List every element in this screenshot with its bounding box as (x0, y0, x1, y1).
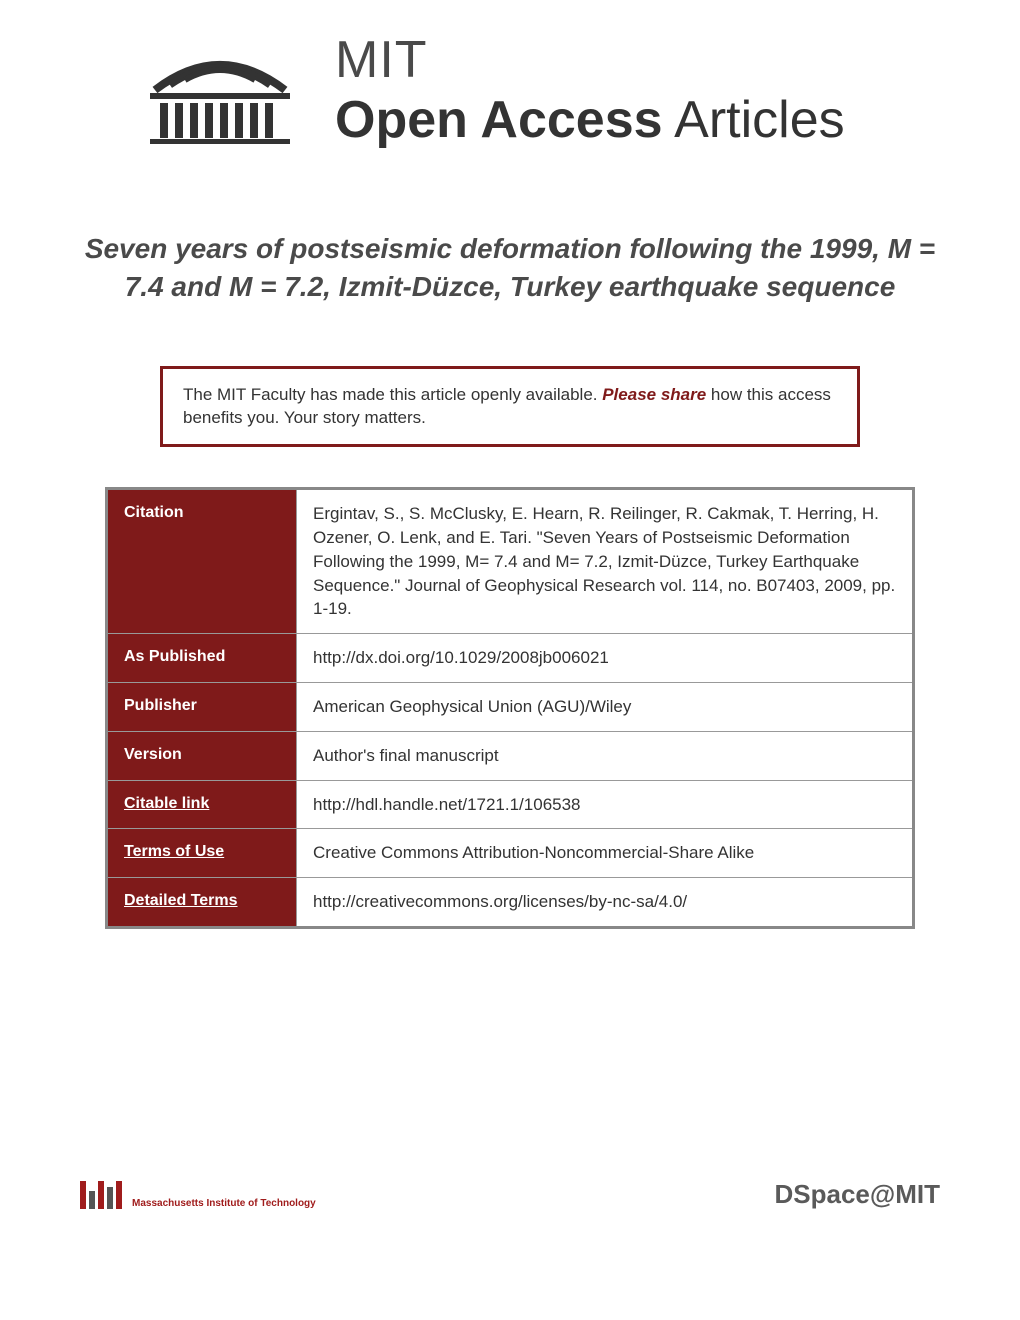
metadata-value: American Geophysical Union (AGU)/Wiley (297, 682, 914, 731)
share-notice-box: The MIT Faculty has made this article op… (160, 366, 860, 448)
metadata-value: Creative Commons Attribution-Noncommerci… (297, 829, 914, 878)
table-row: CitationErgintav, S., S. McClusky, E. He… (107, 489, 914, 634)
table-row: Citable link http://hdl.handle.net/1721.1… (107, 780, 914, 829)
metadata-label: As Published (107, 634, 297, 683)
header-mit-text: MIT (335, 30, 845, 90)
metadata-value: Author's final manuscript (297, 731, 914, 780)
metadata-label: Citable link (107, 780, 297, 829)
footer: Massachusetts Institute of Technology DS… (0, 1179, 1020, 1210)
dspace-logo-text: DSpace@MIT (775, 1179, 941, 1210)
metadata-label: Terms of Use (107, 829, 297, 878)
header-open-access-text: Open Access Articles (335, 90, 845, 150)
metadata-value: http://hdl.handle.net/1721.1/106538 (297, 780, 914, 829)
table-row: Detailed Terms http://creativecommons.org… (107, 878, 914, 928)
header: MIT Open Access Articles (0, 0, 1020, 150)
table-row: PublisherAmerican Geophysical Union (AGU… (107, 682, 914, 731)
table-row: VersionAuthor's final manuscript (107, 731, 914, 780)
header-title-block: MIT Open Access Articles (335, 30, 845, 150)
metadata-table: CitationErgintav, S., S. McClusky, E. He… (105, 487, 915, 929)
mit-bars-icon (80, 1181, 122, 1209)
mit-footer-logo: Massachusetts Institute of Technology (80, 1181, 316, 1209)
metadata-label-link[interactable]: Terms of Use (124, 843, 224, 860)
dome-columns-icon (130, 35, 310, 145)
mit-footer-name: Massachusetts Institute of Technology (132, 1198, 316, 1209)
table-row: Terms of Use Creative Commons Attribution… (107, 829, 914, 878)
metadata-label: Detailed Terms (107, 878, 297, 928)
notice-pre-text: The MIT Faculty has made this article op… (183, 385, 602, 404)
table-row: As Publishedhttp://dx.doi.org/10.1029/20… (107, 634, 914, 683)
article-title: Seven years of postseismic deformation f… (0, 150, 1020, 306)
metadata-label: Citation (107, 489, 297, 634)
metadata-value: Ergintav, S., S. McClusky, E. Hearn, R. … (297, 489, 914, 634)
metadata-label: Publisher (107, 682, 297, 731)
metadata-label: Version (107, 731, 297, 780)
metadata-value: http://creativecommons.org/licenses/by-n… (297, 878, 914, 928)
metadata-value: http://dx.doi.org/10.1029/2008jb006021 (297, 634, 914, 683)
metadata-label-link[interactable]: Citable link (124, 795, 209, 812)
please-share-link[interactable]: Please share (602, 385, 706, 404)
metadata-label-link[interactable]: Detailed Terms (124, 892, 238, 909)
